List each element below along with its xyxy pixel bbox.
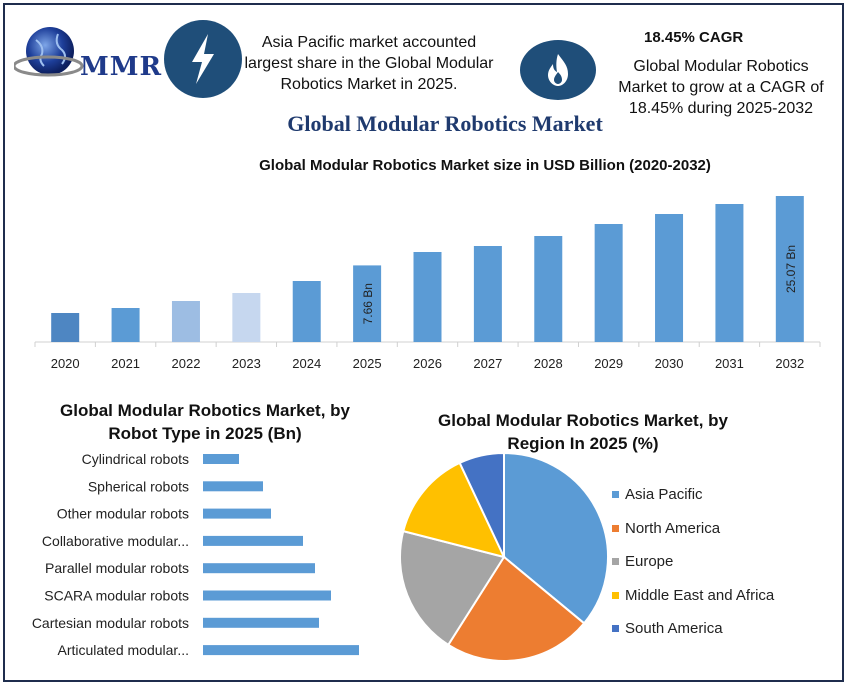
bar [171, 301, 200, 342]
type-category-label: Collaborative modular... [42, 533, 189, 549]
type-category-label: Cylindrical robots [82, 451, 189, 467]
legend-label: Europe [625, 553, 674, 571]
legend-swatch [612, 491, 619, 499]
type-bar-chart: Cylindrical robots Spherical robots Other … [32, 451, 359, 658]
x-tick-label: 2029 [594, 356, 623, 371]
page-frame [3, 3, 844, 682]
legend-label: North America [625, 519, 721, 537]
region-pie-chart [399, 451, 609, 662]
x-tick-label: 2028 [534, 356, 563, 371]
type-bar [203, 645, 359, 656]
bar-data-label: 7.66 Bn [361, 283, 375, 324]
pie-chart-title: Global Modular Robotics Market, by Regio… [418, 409, 748, 455]
bar [594, 224, 623, 342]
type-category-label: Articulated modular... [57, 642, 189, 658]
highlight-left-text: Asia Pacific market accounted largest sh… [234, 32, 504, 95]
bar [655, 214, 684, 342]
x-tick-label: 2020 [51, 356, 80, 371]
legend-item: Asia Pacific [612, 478, 774, 512]
flame-icon-circle [520, 40, 596, 100]
lightning-icon [192, 34, 214, 84]
legend-swatch [612, 558, 619, 566]
bar [473, 246, 502, 342]
type-bar [203, 508, 271, 519]
x-tick-label: 2022 [172, 356, 201, 371]
highlight-left-line: Robotics Market in 2025. [280, 76, 458, 93]
main-title: Global Modular Robotics Market [287, 111, 603, 136]
bar [111, 308, 140, 342]
pie-slice [399, 529, 506, 647]
bar [232, 293, 261, 342]
x-tick-label: 2023 [232, 356, 261, 371]
bar [534, 236, 563, 342]
cagr-title: 18.45% CAGR [644, 29, 744, 46]
flame-icon [548, 54, 568, 86]
bar [413, 252, 442, 342]
type-chart-title-line: Robot Type in 2025 (Bn) [108, 424, 302, 443]
pie-legend: Asia Pacific North America Europe Middle Ea… [612, 478, 774, 646]
type-category-label: Spherical robots [88, 478, 189, 494]
bar-data-label: 25.07 Bn [784, 245, 798, 293]
x-tick-label: 2026 [413, 356, 442, 371]
pie-chart-title-line: Region In 2025 (%) [507, 434, 659, 453]
pie-slice [458, 451, 505, 558]
x-tick-label: 2024 [292, 356, 321, 371]
x-tick-label: 2021 [111, 356, 140, 371]
legend-label: South America [625, 620, 723, 638]
bar [715, 204, 744, 342]
legend-item: Europe [612, 545, 774, 579]
legend-swatch [612, 591, 619, 599]
highlight-right-line: 18.45% during 2025-2032 [628, 100, 814, 117]
x-tick-label: 2027 [473, 356, 502, 371]
bar [353, 265, 382, 342]
pie-slice [402, 461, 506, 559]
type-category-label: SCARA modular robots [44, 588, 189, 604]
type-bar [203, 617, 319, 628]
lightning-icon-circle [164, 20, 242, 98]
highlight-left-line: Asia Pacific market accounted [261, 34, 477, 51]
pie-slice [446, 555, 586, 662]
legend-swatch [612, 524, 619, 532]
x-tick-label: 2031 [715, 356, 744, 371]
highlight-right-line: Global Modular Robotics [633, 58, 809, 75]
logo-text: MMR [80, 52, 163, 82]
globe-logo-icon [14, 27, 84, 77]
bar [51, 313, 80, 342]
type-bar [203, 563, 315, 574]
bar-chart: 2020 2021 2022 2023 2024 2025 7.66 Bn 2026 2027 2… [34, 196, 821, 371]
legend-swatch [612, 625, 619, 633]
x-tick-label: 2030 [655, 356, 684, 371]
highlight-left-line: largest share in the Global Modular [244, 55, 494, 72]
type-chart-title-line: Global Modular Robotics Market, by [60, 401, 350, 420]
legend-item: North America [612, 512, 774, 546]
bar [775, 196, 804, 342]
legend-item: South America [612, 612, 774, 646]
type-chart-title: Global Modular Robotics Market, by Robot… [40, 399, 370, 445]
x-tick-label: 2025 [353, 356, 382, 371]
legend-label: Middle East and Africa [625, 586, 775, 604]
type-bar [203, 481, 263, 492]
type-bar [203, 454, 239, 464]
legend-label: Asia Pacific [625, 486, 703, 504]
type-category-label: Other modular robots [57, 506, 189, 522]
legend-item: Middle East and Africa [612, 579, 774, 613]
bar [292, 281, 321, 342]
type-category-label: Cartesian modular robots [32, 615, 189, 631]
pie-chart-title-line: Global Modular Robotics Market, by [438, 411, 728, 430]
x-tick-label: 2032 [775, 356, 804, 371]
type-bar [203, 590, 331, 601]
type-category-label: Parallel modular robots [45, 560, 189, 576]
bar-chart-title: Global Modular Robotics Market size in U… [259, 157, 711, 174]
pie-slice [503, 451, 609, 625]
highlight-right-line: Market to grow at a CAGR of [618, 79, 824, 96]
highlight-right-text: Global Modular Robotics Market to grow a… [606, 56, 836, 119]
type-bar [203, 535, 303, 546]
